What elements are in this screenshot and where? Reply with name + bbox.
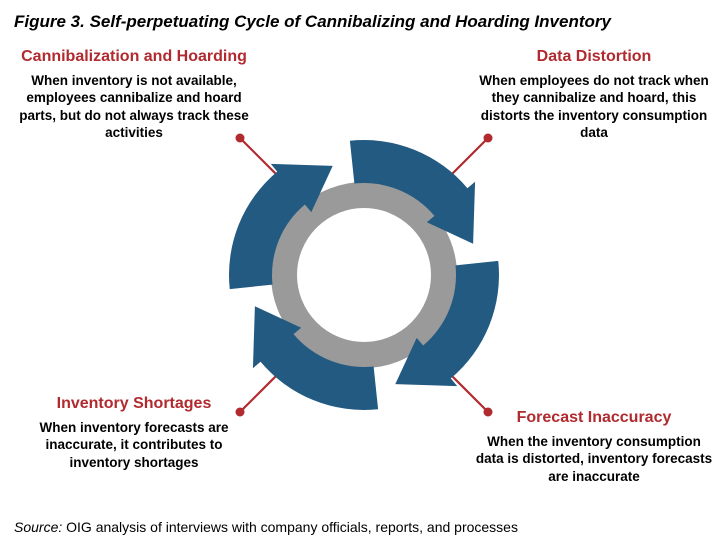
- source-label: Source:: [14, 519, 62, 535]
- source-line: Source: OIG analysis of interviews with …: [14, 519, 518, 535]
- source-text: OIG analysis of interviews with company …: [62, 519, 518, 535]
- quad-title: Data Distortion: [474, 48, 714, 66]
- quad-body: When the inventory consumption data is d…: [474, 433, 714, 485]
- figure-title: Figure 3. Self-perpetuating Cycle of Can…: [14, 12, 611, 32]
- quad-title: Cannibalization and Hoarding: [14, 48, 254, 66]
- cycle-diagram: [204, 115, 524, 435]
